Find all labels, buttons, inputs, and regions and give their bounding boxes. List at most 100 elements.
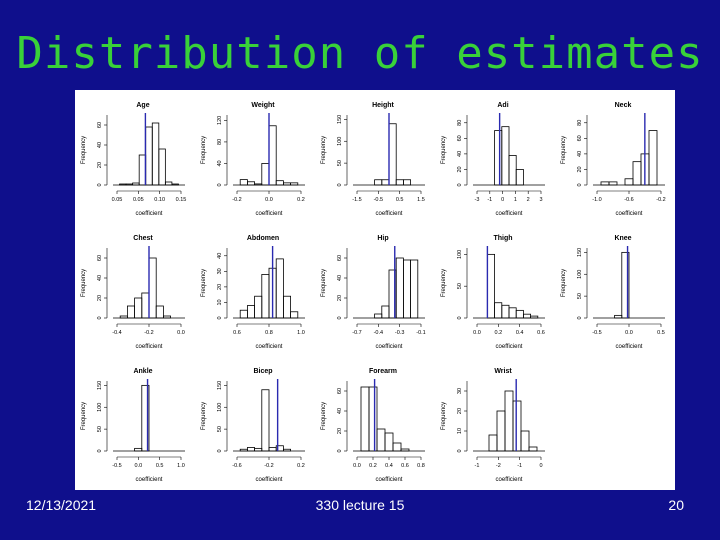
y-tick-label: 60 [337,388,343,394]
chart-title: Chest [133,235,153,242]
y-axis-label: Frequency [201,402,207,430]
x-tick-label: -0.6 [624,197,633,203]
x-axis-label: coefficient [256,344,283,350]
x-tick-label: -1 [475,463,480,469]
histogram-bar [290,311,299,319]
x-tick-label: -1.5 [352,197,361,203]
y-tick-label: 0 [97,183,103,186]
y-tick-label: 40 [217,253,223,259]
histogram-bar [496,410,506,452]
histogram-age: Age Frequency 0 20 40 60 0.05 0.05 0.10 0.15 coeff… [81,102,186,217]
x-tick-label: 0.4 [516,330,524,336]
x-tick-label: 0.6 [233,330,241,336]
y-tick-label: 30 [457,388,463,394]
y-axis-label: Frequency [81,402,87,430]
y-tick-label: 0 [457,316,463,319]
y-tick-label: 0 [457,183,463,186]
histogram-height: Height Frequency 0 50 100 150 -1.5 -0.5 0.5 1.5 co… [321,102,425,217]
histogram-wrist: Wrist Frequency 0 10 20 30 -1 -2 -1 0 coefficient [441,368,545,483]
footer-date: 12/13/2021 [26,497,97,513]
y-tick-label: 60 [97,122,103,128]
x-axis-label: coefficient [256,477,283,483]
histogram-ankle: Ankle Frequency 0 50 100 150 -0.5 0.0 0.5 1.0 coef… [81,368,185,483]
y-axis-label: Frequency [321,136,327,164]
x-tick-label: 0.0 [473,330,481,336]
y-tick-label: 100 [577,270,583,279]
x-tick-label: 0.2 [495,330,503,336]
x-tick-label: -1.0 [592,197,601,203]
histogram-bar [395,179,404,186]
x-axis-label: coefficient [496,477,523,483]
x-tick-label: 3 [539,197,542,203]
x-tick-label: 0.0 [353,463,361,469]
x-tick-label: -2 [496,463,501,469]
y-tick-label: 40 [97,142,103,148]
x-axis-label: coefficient [376,211,403,217]
y-tick-label: 0 [337,449,343,452]
x-tick-label: 0.2 [297,197,305,203]
x-tick-label: 1.0 [297,330,305,336]
histogram-bar [624,178,634,186]
chart-title: Knee [614,235,631,242]
histogram-bar [239,179,248,186]
x-tick-label: 0.6 [401,463,409,469]
x-tick-label: 2 [527,197,530,203]
histogram-bar [239,309,248,319]
histogram-bar [246,305,255,319]
y-tick-label: 0 [217,316,223,319]
x-tick-label: -0.4 [374,330,383,336]
x-tick-label: 0.15 [176,197,187,203]
histogram-bar [151,122,160,186]
y-tick-label: 50 [217,426,223,432]
y-tick-label: 20 [457,408,463,414]
x-tick-label: 0.8 [417,463,425,469]
histogram-bar [648,130,658,186]
histogram-bar [374,179,383,186]
x-tick-label: 1 [514,197,517,203]
x-tick-label: 0.05 [133,197,144,203]
histogram-thigh: Thigh Frequency 0 50 100 0.0 0.2 0.4 0.6 coeffici… [441,235,545,350]
histogram-bar [515,309,524,319]
x-tick-label: -0.6 [232,463,241,469]
y-tick-label: 150 [337,115,343,124]
y-tick-label: 150 [217,381,223,390]
x-tick-label: 0.8 [265,330,273,336]
y-tick-label: 80 [457,120,463,126]
y-tick-label: 20 [217,284,223,290]
x-tick-label: 1.5 [417,197,425,203]
histogram-bar [410,259,419,319]
x-tick-label: 0.5 [657,330,665,336]
y-tick-label: 80 [217,139,223,145]
histogram-bar [392,442,402,452]
x-axis-label: coefficient [616,211,643,217]
y-tick-label: 30 [217,268,223,274]
y-tick-label: 60 [97,255,103,261]
histogram-bar [158,148,166,186]
histogram-bar [261,389,270,452]
y-tick-label: 10 [457,428,463,434]
chart-title: Abdomen [247,235,279,242]
x-tick-label: 0.2 [369,463,377,469]
y-tick-label: 40 [337,408,343,414]
y-axis-label: Frequency [81,269,87,297]
histogram-chest: Chest Frequency 0 20 40 60 -0.4 -0.2 0.0 coeffici… [81,235,185,350]
chart-title: Neck [615,102,632,109]
x-tick-label: 0 [501,197,504,203]
histogram-bar [522,313,531,319]
y-tick-label: 0 [577,316,583,319]
y-tick-label: 0 [577,183,583,186]
y-tick-label: 80 [577,120,583,126]
y-tick-label: 50 [337,160,343,166]
histogram-forearm: Forearm Frequency 0 20 40 60 0.0 0.2 0.4 0.6 0.8 co… [321,368,425,483]
y-axis-label: Frequency [561,136,567,164]
y-tick-label: 60 [577,135,583,141]
y-tick-label: 50 [97,426,103,432]
histogram-bar [275,258,284,319]
page-number: 20 [668,497,684,513]
x-tick-label: -1 [517,463,522,469]
x-tick-label: 0.0 [177,330,185,336]
y-tick-label: 0 [97,316,103,319]
y-tick-label: 0 [217,449,223,452]
histogram-bar [141,292,150,319]
x-tick-label: -0.5 [592,330,601,336]
